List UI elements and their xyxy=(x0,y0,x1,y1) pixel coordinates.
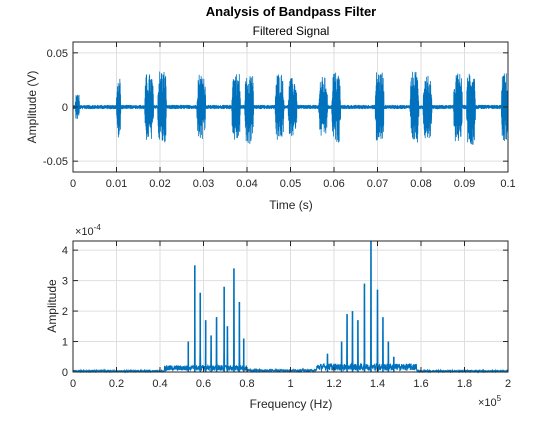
spectrum-y-tick-label: 3 xyxy=(62,276,68,288)
time-plot-ticks: 0 0.01 0.02 0.03 0.04 0.05 0.06 0.07 0.08 0.09 0.1… xyxy=(43,42,516,190)
time-plot-x-tick-label: 0.1 xyxy=(500,178,515,190)
spectrum-x-tick-label: 0.2 xyxy=(109,378,124,390)
spectrum-x-tick-label: 0.8 xyxy=(239,378,254,390)
time-plot-y-tick-label: -0.05 xyxy=(43,156,68,168)
time-plot-x-tick-label: 0.01 xyxy=(106,178,127,190)
time-plot-x-tick-label: 0.02 xyxy=(149,178,170,190)
time-plot-title: Filtered Signal xyxy=(253,24,330,38)
spectrum-ticks: 0 0.2 0.4 0.6 0.8 1 1.2 1.4 1.6 1.8 2 0 1 2 3 4 xyxy=(62,241,511,390)
time-plot-x-tick-label: 0.09 xyxy=(454,178,475,190)
spectrum-x-tick-label: 0 xyxy=(70,378,76,390)
time-plot-x-tick-label: 0.08 xyxy=(410,178,431,190)
spectrum-x-tick-label: 1.8 xyxy=(457,378,472,390)
time-plot-y-tick-label: 0 xyxy=(62,102,68,114)
spectrum-y-tick-label: 1 xyxy=(62,337,68,349)
spectrum-ylabel: Amplitude xyxy=(45,279,59,333)
spectrum-y-tick-label: 4 xyxy=(62,245,68,257)
spectrum-grid xyxy=(72,241,509,373)
spectrum-x-tick-label: 1 xyxy=(287,378,293,390)
time-plot-x-tick-label: 0.04 xyxy=(236,178,257,190)
time-plot-x-tick-label: 0 xyxy=(70,178,76,190)
time-plot-ylabel: Amplitude (V) xyxy=(25,71,39,144)
time-plot-y-tick-label: 0.05 xyxy=(47,48,68,60)
frequency-domain-axes: 0 0.2 0.4 0.6 0.8 1 1.2 1.4 1.6 1.8 2 0 1 2 3 4 Frequen… xyxy=(45,223,511,411)
spectrum-y-tick-label: 2 xyxy=(62,306,68,318)
figure-title: Analysis of Bandpass Filter xyxy=(206,4,377,19)
spectrum-x-tick-label: 1.4 xyxy=(370,378,385,390)
time-signal-trace xyxy=(72,71,509,145)
spectrum-line xyxy=(72,240,509,374)
time-plot-x-tick-label: 0.03 xyxy=(193,178,214,190)
spectrum-x-tick-label: 1.2 xyxy=(326,378,341,390)
spectrum-x-tick-label: 2 xyxy=(505,378,511,390)
spectrum-x-exponent: ×105 xyxy=(478,394,502,409)
spectrum-xlabel: Frequency (Hz) xyxy=(250,397,333,411)
time-domain-axes: Filtered Signal 0 0.01 0.02 0.03 0.04 0.05 0.0… xyxy=(25,24,516,212)
time-plot-x-tick-label: 0.07 xyxy=(367,178,388,190)
time-plot-x-tick-label: 0.05 xyxy=(280,178,301,190)
time-plot-xlabel: Time (s) xyxy=(269,198,313,212)
spectrum-x-tick-label: 0.4 xyxy=(152,378,167,390)
spectrum-x-tick-label: 1.6 xyxy=(413,378,428,390)
time-plot-signal xyxy=(72,71,509,145)
spectrum-y-exponent: ×10-4 xyxy=(75,223,101,238)
spectrum-y-tick-label: 0 xyxy=(62,367,68,379)
time-plot-x-tick-label: 0.06 xyxy=(323,178,344,190)
spectrum-x-tick-label: 0.6 xyxy=(196,378,211,390)
